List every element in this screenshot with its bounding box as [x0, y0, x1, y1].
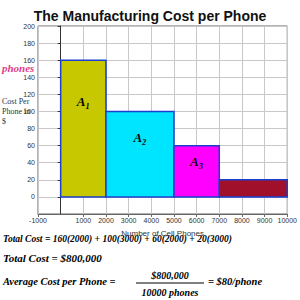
svg-text:9000: 9000	[257, 217, 273, 224]
svg-text:7000: 7000	[211, 217, 227, 224]
svg-text:60: 60	[27, 142, 35, 149]
svg-text:100: 100	[23, 108, 35, 115]
svg-text:Total Cost = 160(2000) + 100(3: Total Cost = 160(2000) + 100(3000) + 60(…	[3, 234, 232, 244]
svg-text:2000: 2000	[98, 217, 114, 224]
svg-text:4000: 4000	[144, 217, 160, 224]
svg-text:40: 40	[27, 159, 35, 166]
svg-text:phones: phones	[2, 61, 35, 74]
svg-text:0: 0	[31, 193, 35, 200]
svg-text:6000: 6000	[189, 217, 205, 224]
svg-text:Phone in: Phone in	[2, 106, 33, 116]
svg-text:80: 80	[27, 125, 35, 132]
svg-text:120: 120	[23, 91, 35, 98]
svg-text:200: 200	[23, 22, 35, 30]
svg-text:10000 phones: 10000 phones	[142, 287, 199, 298]
svg-text:180: 180	[23, 40, 35, 47]
svg-text:$: $	[2, 117, 6, 126]
svg-text:Cost Per: Cost Per	[2, 96, 32, 106]
svg-text:$800,000: $800,000	[150, 270, 189, 281]
svg-text:The Manufacturing Cost per Pho: The Manufacturing Cost per Phone	[34, 8, 267, 24]
svg-text:5000: 5000	[166, 217, 182, 224]
svg-text:A₂: A₂	[132, 130, 146, 145]
svg-text:-1000: -1000	[29, 217, 47, 224]
svg-text:140: 140	[23, 74, 35, 81]
svg-text:Total Cost = $800,000: Total Cost = $800,000	[3, 252, 102, 264]
svg-text:3000: 3000	[121, 217, 137, 224]
svg-text:A₃: A₃	[189, 154, 203, 169]
svg-text:A₁: A₁	[76, 94, 90, 109]
svg-text:Average Cost per Phone =: Average Cost per Phone =	[2, 276, 116, 287]
svg-text:20: 20	[27, 176, 35, 183]
svg-text:8000: 8000	[234, 217, 250, 224]
svg-text:10000: 10000	[278, 217, 298, 224]
svg-text:1000: 1000	[76, 217, 92, 224]
svg-text:160: 160	[23, 57, 35, 64]
svg-text:= $80/phone: = $80/phone	[208, 276, 262, 287]
svg-text:Number of Cell Phones: Number of Cell Phones	[121, 229, 204, 238]
